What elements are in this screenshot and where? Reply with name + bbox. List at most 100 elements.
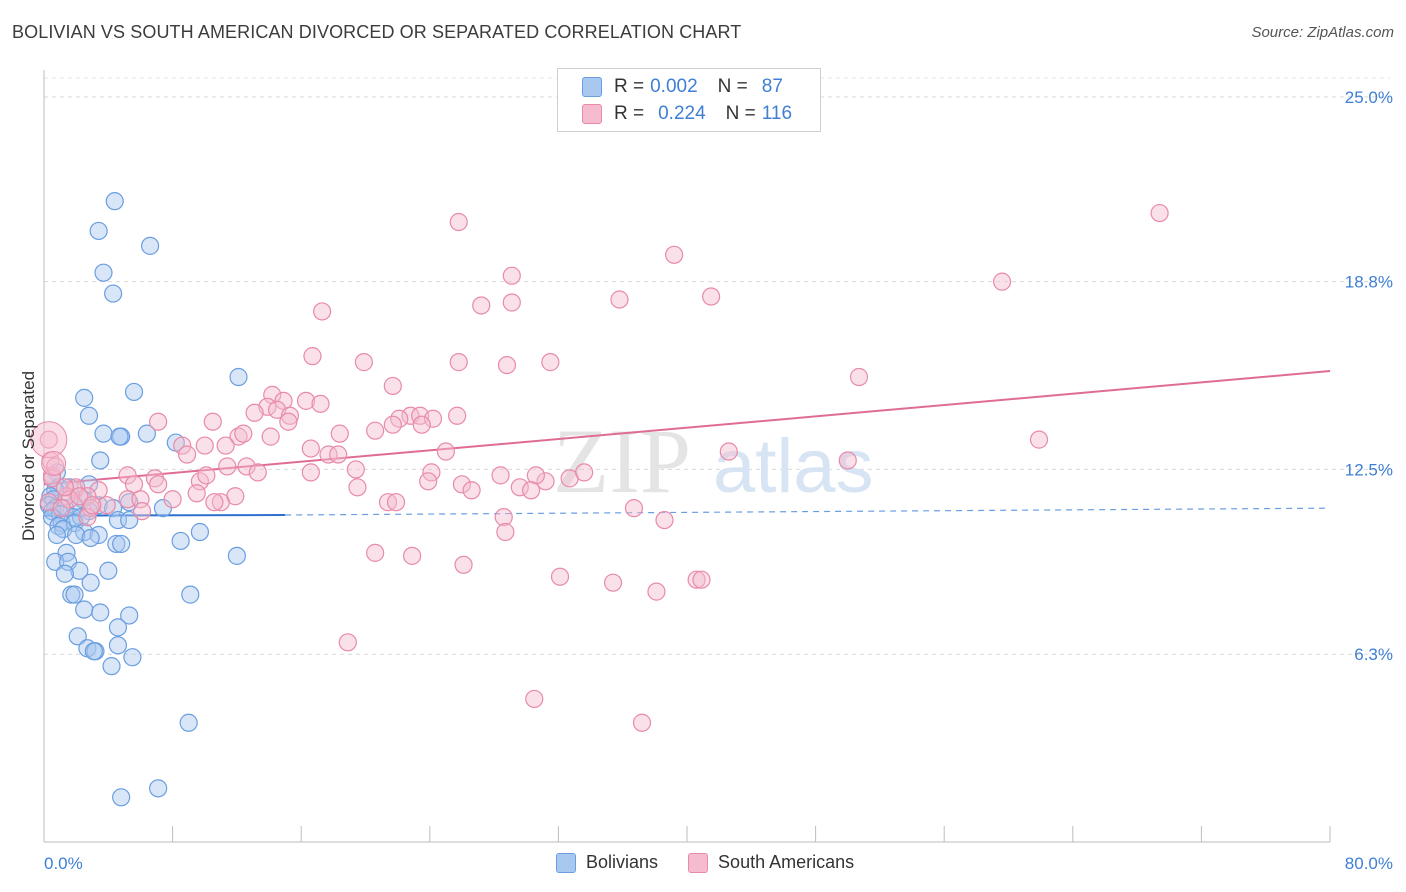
y-tick-label: 25.0% [1345,88,1393,107]
legend-swatch-bolivians [582,77,602,97]
data-point [624,499,644,518]
data-point [719,442,738,461]
data-point [229,367,248,387]
data-point [330,424,349,443]
data-point [67,525,86,545]
watermark-zip: ZIP [553,410,691,512]
legend-swatch-south-americans [688,852,709,873]
data-point [338,633,357,652]
data-point [68,627,87,646]
data-point [245,403,264,422]
data-point [108,618,128,637]
trend-line-bolivians-extension [285,507,1331,516]
data-point [472,296,491,315]
data-point [75,600,94,619]
data-point [1029,430,1049,449]
legend-item-south-americans[interactable]: South Americans [688,852,854,873]
data-point [65,585,84,604]
data-point [346,460,365,479]
data-point [229,427,248,446]
watermark: ZIP atlas [553,410,874,512]
data-point [55,478,74,497]
data-point [108,636,128,655]
data-point [89,221,108,241]
data-point [52,513,71,533]
data-point [603,573,623,592]
data-point [311,394,330,413]
series-bolivians [39,192,248,807]
data-point [41,450,67,476]
legend-swatch-south-americans [582,104,602,124]
series-south-americans [39,203,1169,732]
data-point [205,493,224,512]
r-value: 0.002 [650,76,698,97]
n-label: N = [717,76,748,97]
data-point [197,466,216,485]
data-point [510,478,529,497]
axis-labels: 6.3% 12.5% 18.8% 25.0% 0.0% 80.0% Divorced or … [19,88,1393,873]
data-point [234,424,253,443]
watermark-atlas: atlas [713,424,874,509]
data-point [99,561,118,580]
data-point [692,570,711,589]
data-point [992,272,1012,291]
data-points [30,192,1169,807]
legend-swatch-bolivians [556,852,576,873]
data-point [112,788,131,807]
data-point [491,466,510,485]
data-point [187,484,206,503]
data-point [436,442,455,461]
data-point [195,436,214,455]
data-point [190,522,210,542]
n-value: 87 [761,76,783,97]
data-point [237,457,256,476]
data-point [550,567,570,586]
data-point [536,472,555,491]
x-tick-label-max: 80.0% [1345,854,1393,873]
data-point [449,212,468,232]
data-point [81,528,100,548]
data-point [104,284,123,303]
data-point [312,302,332,321]
data-point [541,353,560,372]
data-point [419,472,438,491]
data-point [348,478,367,497]
source-label: Source: ZipAtlas.com [1251,24,1394,41]
data-point [94,424,113,443]
data-point [647,582,666,601]
data-point [412,415,431,434]
y-tick-label: 12.5% [1345,460,1393,479]
data-point [521,481,541,500]
data-point [280,406,300,425]
y-tick-label: 18.8% [1345,273,1393,292]
data-point [211,493,230,512]
data-point [70,561,89,580]
data-point [383,376,402,396]
data-point [177,445,197,464]
data-point [448,406,467,425]
data-point [107,534,126,554]
data-point [329,445,348,464]
data-point [303,347,322,366]
data-point [403,546,422,565]
data-point [296,391,316,410]
data-point [494,508,513,527]
data-point [449,353,468,372]
legend-item-bolivians[interactable]: Bolivians [556,852,658,873]
data-point [173,436,192,455]
data-point [502,266,521,285]
data-point [849,367,869,387]
data-point [52,499,71,518]
n-label: N = [725,103,756,124]
data-point [47,525,66,545]
data-point [81,573,100,592]
data-point [46,552,65,571]
data-point [366,543,385,562]
trend-lines [43,370,1331,517]
data-point [354,353,373,372]
data-point [248,463,267,482]
data-point [91,451,110,470]
data-point [301,439,320,458]
data-point [94,263,113,282]
data-point [838,451,857,470]
